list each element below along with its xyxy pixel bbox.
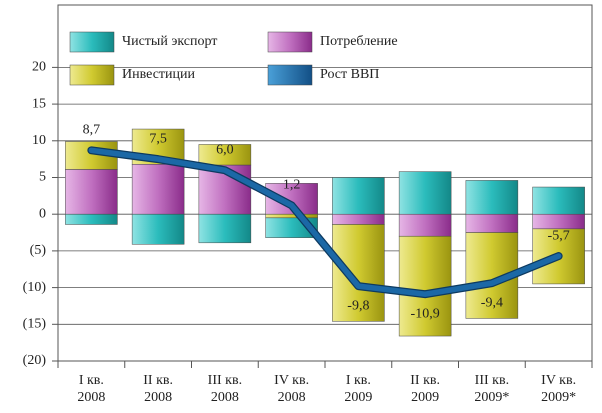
x-tick-label-line: 2008	[144, 390, 172, 405]
bar	[65, 169, 118, 215]
bar	[131, 213, 185, 245]
bar	[465, 180, 519, 215]
legend-swatch	[267, 31, 313, 53]
y-tick-label: 5	[39, 170, 46, 185]
x-tick-label: IV кв. 2009*	[541, 373, 576, 405]
x-tick-label: III кв. 2008	[208, 373, 242, 405]
x-tick-label-line: I кв.	[346, 373, 371, 388]
bar	[398, 235, 452, 337]
x-tick-label-line: 2009*	[474, 390, 509, 405]
bar	[332, 177, 385, 215]
data-label: -10,9	[411, 306, 440, 321]
legend-label: Рост ВВП	[320, 67, 379, 82]
x-tick-label-line: I кв.	[79, 373, 104, 388]
x-tick-label-line: 2008	[211, 390, 239, 405]
x-tick-label-line: IV кв.	[274, 373, 309, 388]
data-label: 7,5	[149, 131, 167, 146]
legend-swatch	[69, 64, 115, 86]
y-tick-label: (15)	[23, 317, 47, 332]
x-tick-label-line: 2008	[278, 390, 306, 405]
y-tick-label: 20	[32, 60, 46, 75]
y-tick-label: 0	[39, 206, 46, 221]
bar	[532, 186, 585, 215]
legend-label: Потребление	[320, 34, 398, 49]
x-tick-label-line: 2009	[411, 390, 439, 405]
bar	[198, 144, 252, 166]
y-tick-label: (20)	[23, 353, 47, 368]
bar	[198, 213, 252, 244]
x-tick-label: I кв. 2009	[344, 373, 372, 405]
legend-swatch	[69, 31, 115, 53]
x-tick-label-line: II кв.	[143, 373, 173, 388]
data-label: 1,2	[283, 178, 301, 193]
x-tick-label-line: IV кв.	[541, 373, 576, 388]
bar	[532, 213, 585, 230]
bar	[398, 171, 452, 215]
bar	[65, 213, 118, 225]
bar	[131, 164, 185, 215]
x-tick-label: III кв. 2009*	[474, 373, 509, 405]
bar	[332, 224, 385, 322]
x-tick-label-line: III кв.	[208, 373, 242, 388]
x-tick-label-line: 2008	[77, 390, 105, 405]
bar	[332, 213, 385, 225]
x-tick-label-line: III кв.	[475, 373, 509, 388]
x-tick-label-line: 2009	[344, 390, 372, 405]
bar	[398, 213, 452, 237]
y-tick-label: 10	[32, 133, 46, 148]
data-label: 6,0	[216, 142, 234, 157]
bar	[465, 213, 519, 233]
line	[88, 147, 562, 297]
x-tick-label-line: 2009*	[541, 390, 576, 405]
legend-label: Чистый экспорт	[122, 34, 217, 49]
x-tick-label: IV кв. 2008	[274, 373, 309, 405]
x-tick-label: II кв. 2008	[143, 373, 173, 405]
x-tick-label-line: II кв.	[410, 373, 440, 388]
x-tick-label: II кв. 2009	[410, 373, 440, 405]
y-tick-label: (5)	[30, 243, 47, 258]
y-tick-label: (10)	[23, 280, 47, 295]
bar	[265, 213, 318, 219]
data-label: -9,8	[347, 298, 369, 313]
data-label: 8,7	[83, 123, 101, 138]
data-label: -5,7	[548, 228, 570, 243]
data-label: -9,4	[481, 295, 503, 310]
legend-label: Инвестиции	[122, 67, 196, 82]
legend-swatch	[267, 64, 313, 86]
x-tick-label: I кв. 2008	[77, 373, 105, 405]
y-tick-label: 15	[32, 96, 46, 111]
